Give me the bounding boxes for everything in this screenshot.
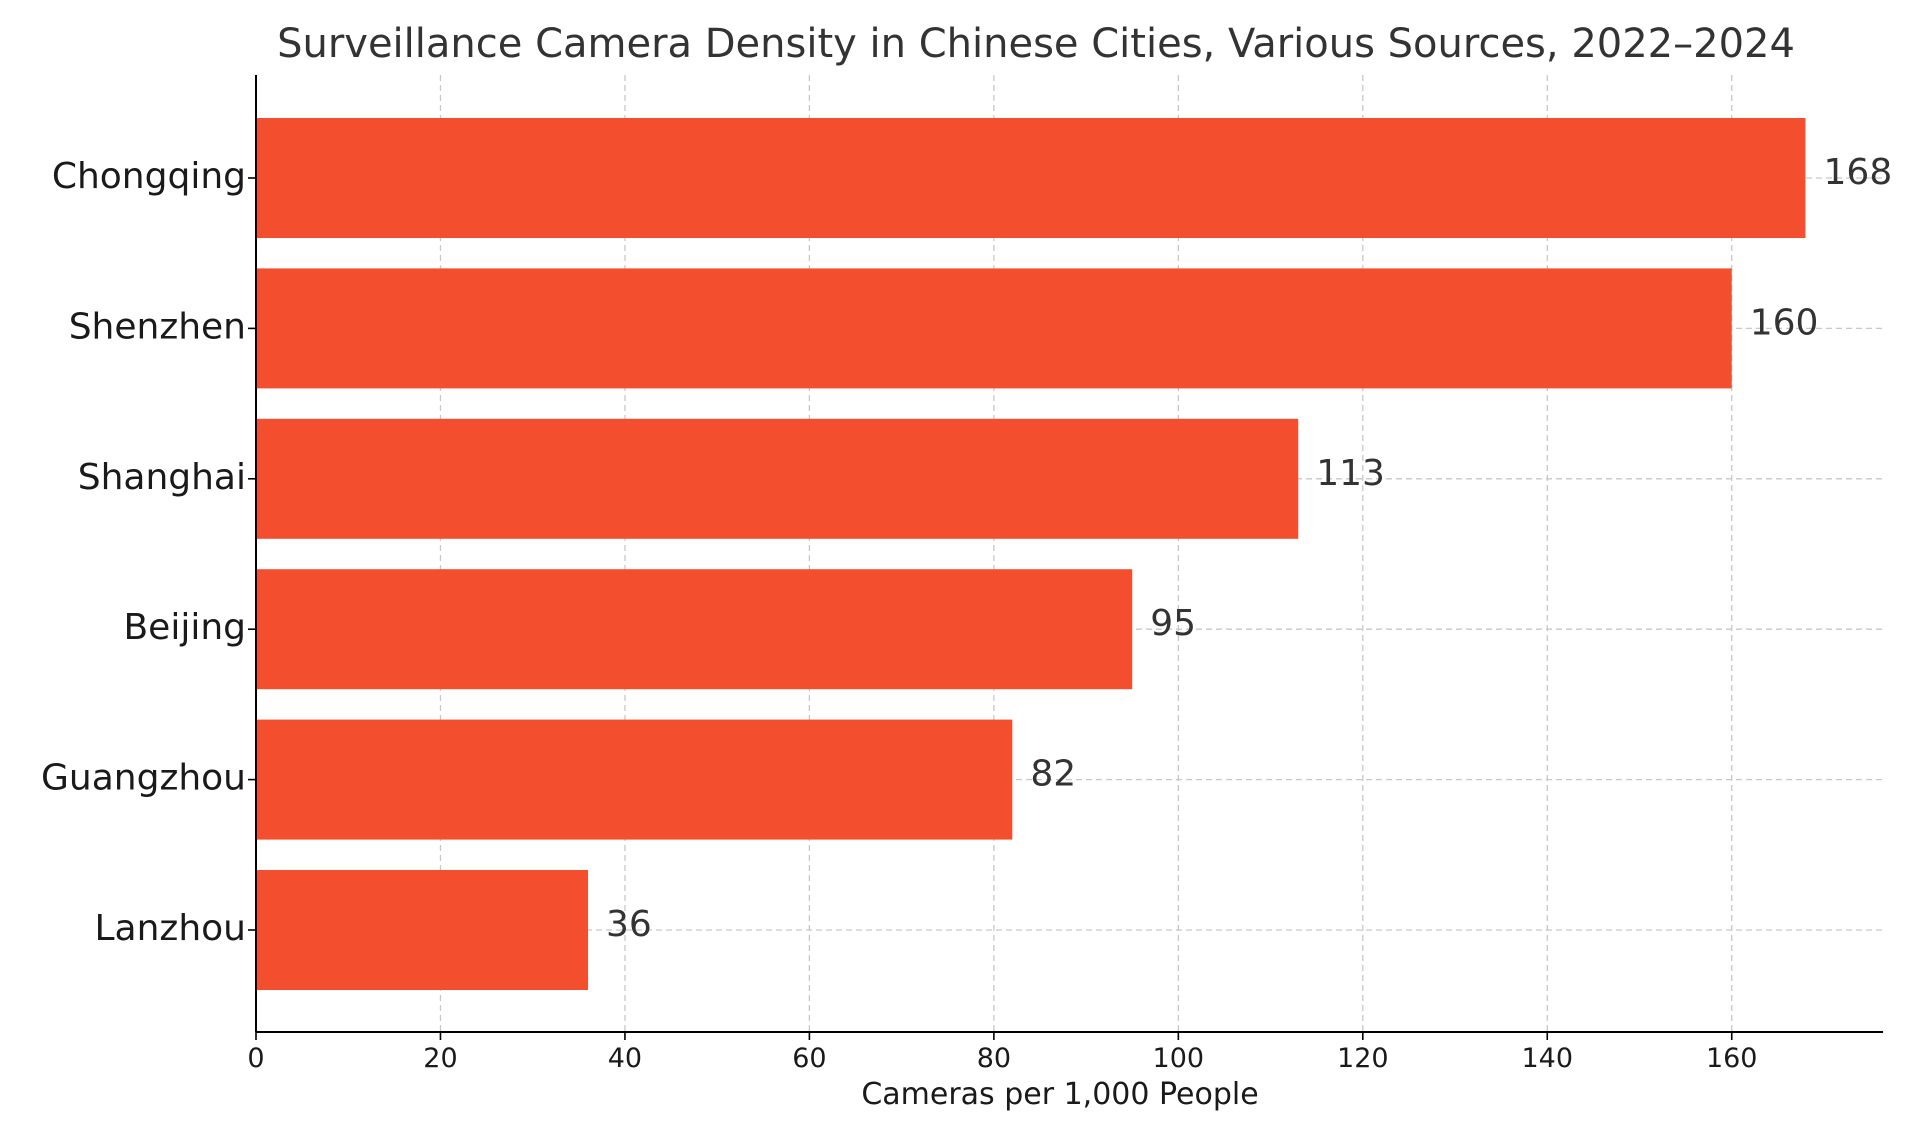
x-tick-label: 120 <box>1337 1043 1389 1074</box>
x-tick-label: 160 <box>1706 1043 1758 1074</box>
x-tick-label: 140 <box>1521 1043 1573 1074</box>
bar-beijing <box>256 569 1133 690</box>
value-label-chongqing: 168 <box>1824 152 1893 193</box>
category-label-guangzhou: Guangzhou <box>41 758 246 799</box>
category-label-shanghai: Shanghai <box>78 457 246 498</box>
value-label-beijing: 95 <box>1150 603 1196 644</box>
category-label-beijing: Beijing <box>123 607 246 648</box>
bar-shenzhen <box>256 268 1732 389</box>
bars <box>256 118 1806 990</box>
bar-lanzhou <box>256 870 589 990</box>
category-label-chongqing: Chongqing <box>52 156 246 197</box>
x-tick-label: 0 <box>247 1043 264 1074</box>
y-axis-category-labels: Chongqing Shenzhen Shanghai Beijing Guangzho… <box>41 156 246 949</box>
value-label-shanghai: 113 <box>1316 453 1385 494</box>
bar-shanghai <box>256 418 1299 539</box>
bar-chongqing <box>256 118 1806 238</box>
x-tick-label: 100 <box>1153 1043 1205 1074</box>
category-label-lanzhou: Lanzhou <box>95 908 247 949</box>
value-label-guangzhou: 82 <box>1030 754 1076 795</box>
bar-guangzhou <box>256 719 1013 840</box>
chart-title: Surveillance Camera Density in Chinese C… <box>277 21 1795 67</box>
x-tick-label: 60 <box>792 1043 826 1074</box>
x-tick-label: 20 <box>423 1043 457 1074</box>
axes <box>248 75 1883 1033</box>
x-axis-ticks: 0 20 40 60 80 100 120 140 160 <box>247 1032 1758 1074</box>
x-tick-label: 80 <box>977 1043 1011 1074</box>
value-label-lanzhou: 36 <box>606 904 652 945</box>
x-tick-label: 40 <box>608 1043 642 1074</box>
category-label-shenzhen: Shenzhen <box>69 306 246 347</box>
x-axis-label: Cameras per 1,000 People <box>861 1077 1258 1112</box>
value-label-shenzhen: 160 <box>1750 302 1819 343</box>
value-labels: 168 160 113 95 82 36 <box>606 152 1892 945</box>
